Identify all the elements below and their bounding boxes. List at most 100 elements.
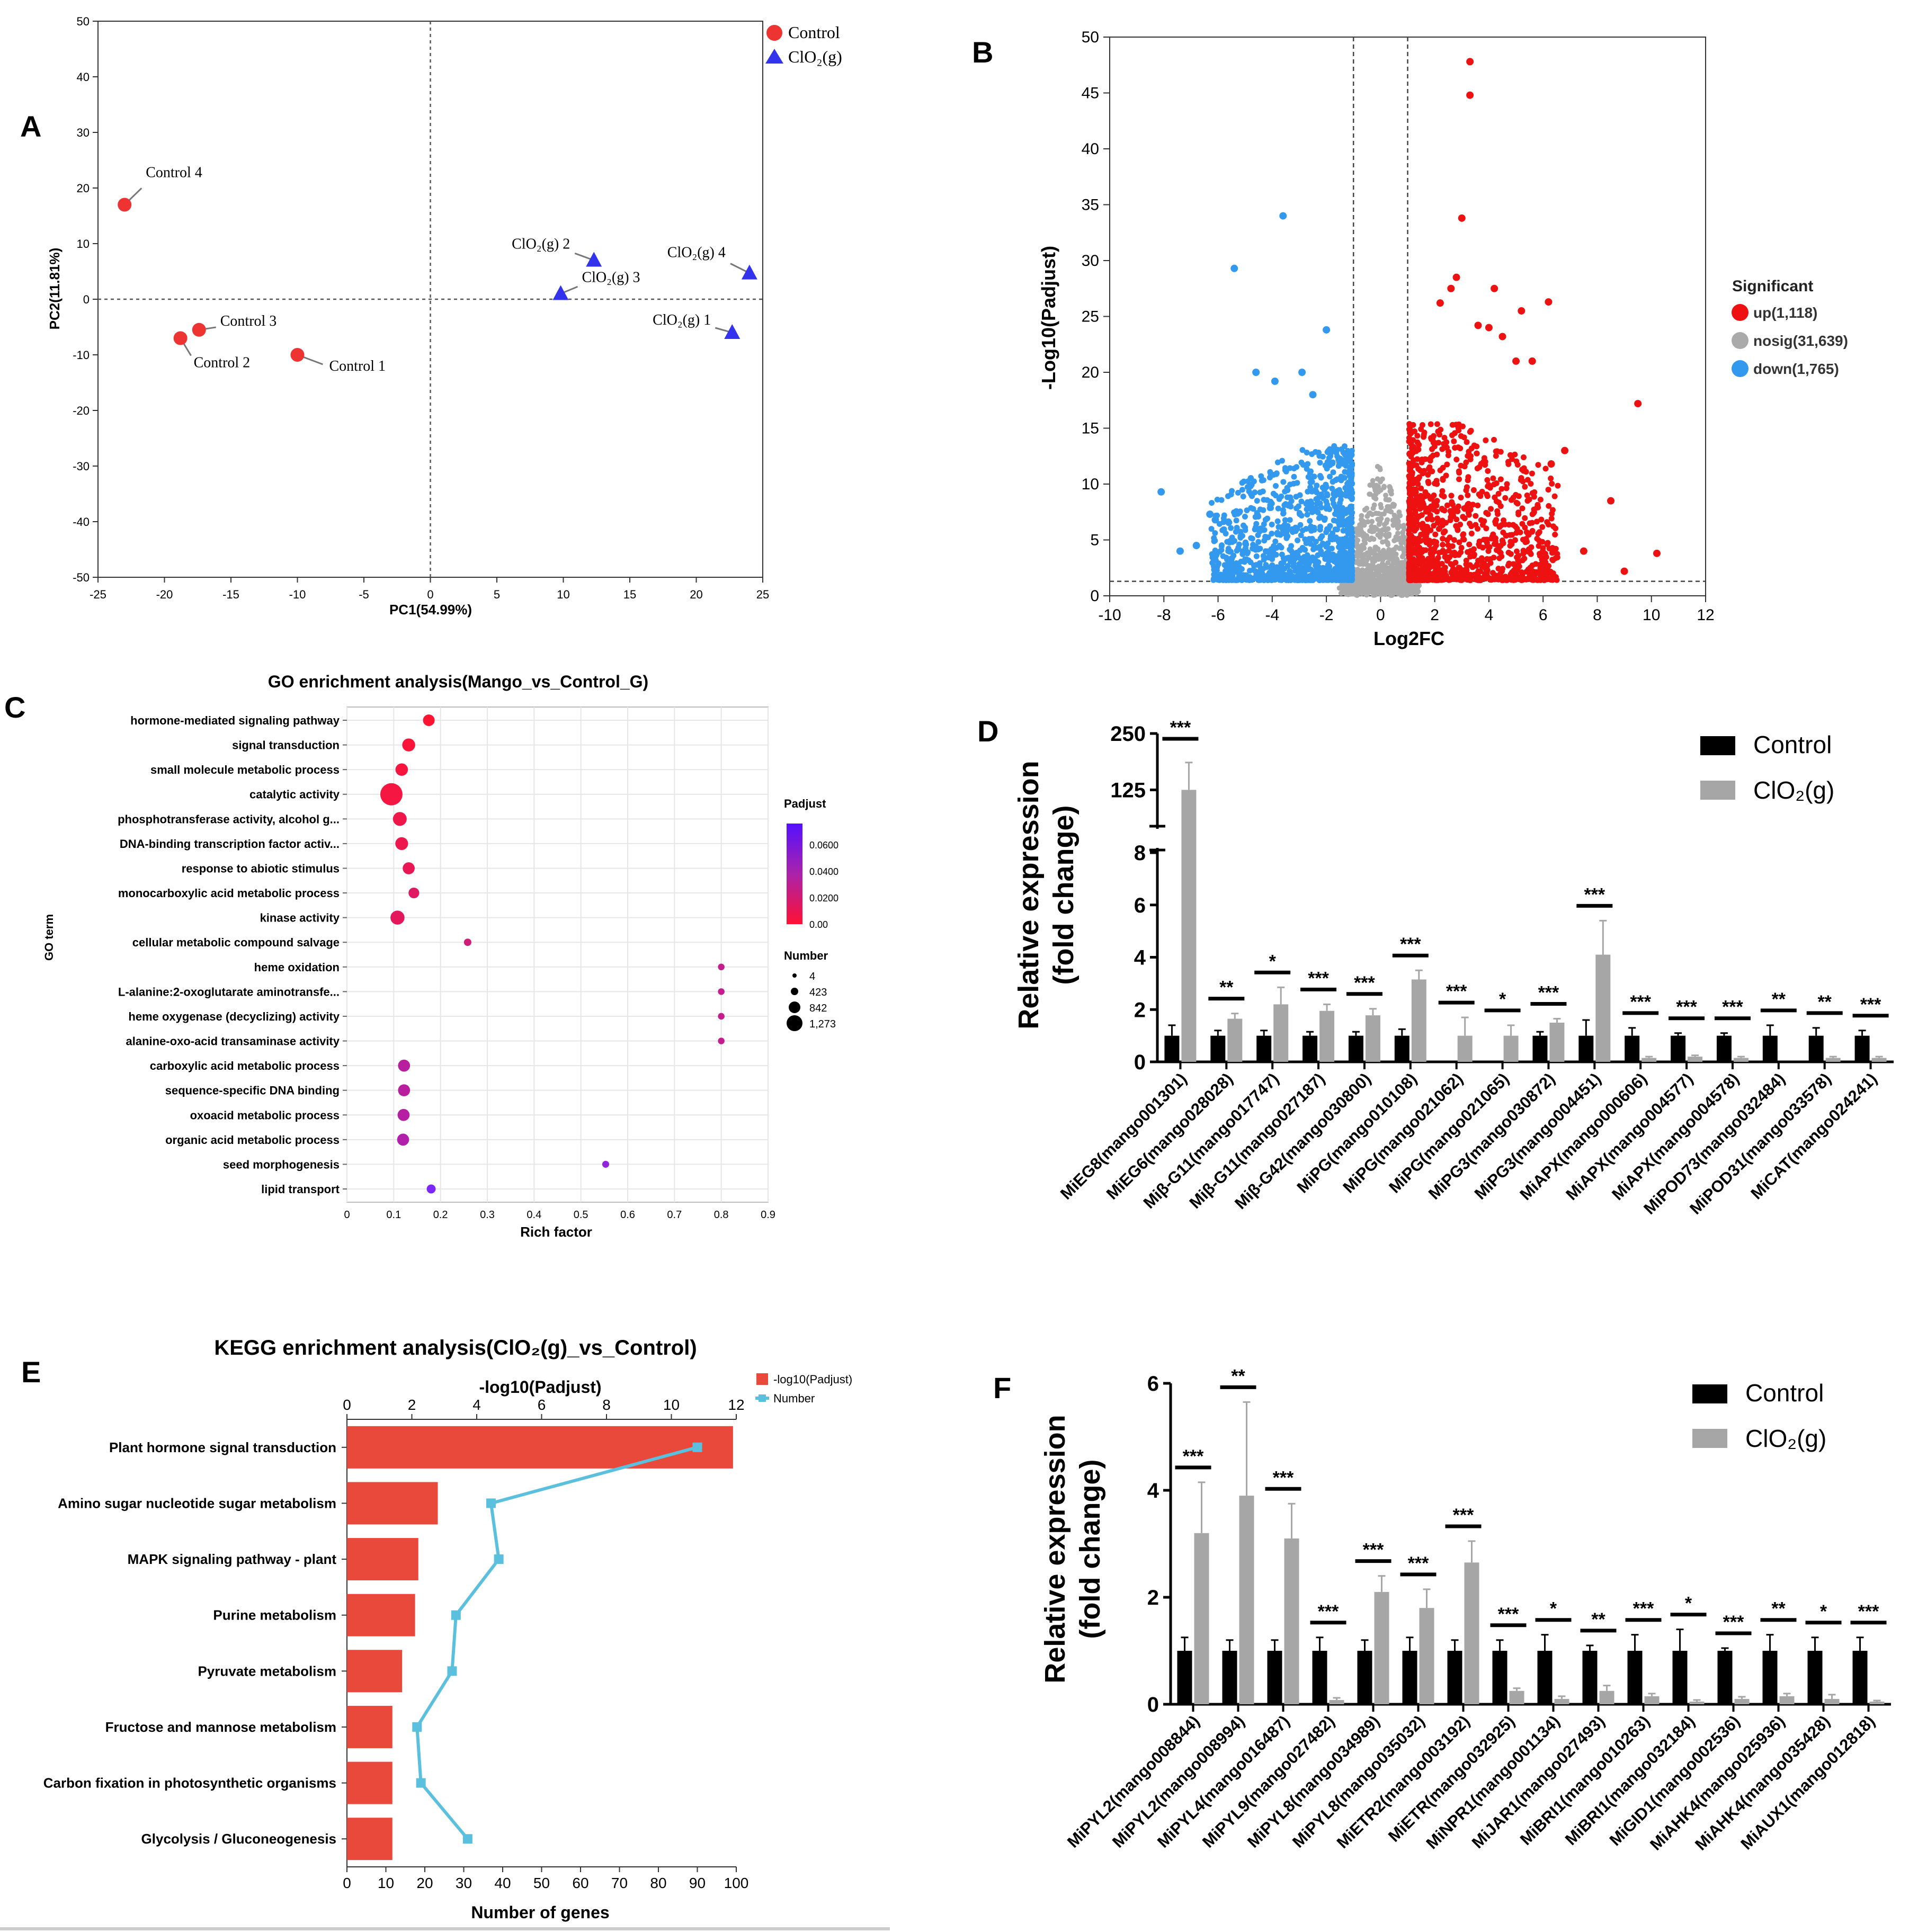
volcano-point-down	[1231, 509, 1237, 515]
volcano-point-up	[1434, 421, 1440, 427]
volcano-point-up	[1467, 521, 1473, 527]
volcano-point-up	[1544, 519, 1550, 525]
volcano-point-down	[1279, 458, 1285, 464]
volcano-point-up	[1452, 444, 1458, 451]
kegg-chart-title: KEGG enrichment analysis(ClO₂(g)_vs_Cont…	[214, 1336, 697, 1359]
go-x-tick-label: 0.1	[386, 1209, 401, 1221]
volcano-point-down	[1176, 547, 1184, 555]
volcano-point-down	[1229, 566, 1236, 573]
volcano-point-down	[1321, 541, 1327, 547]
volcano-point-down	[1322, 552, 1328, 558]
volcano-point-nosig	[1367, 584, 1372, 589]
legend-clo2-label: ClO₂(g)	[1745, 1425, 1826, 1452]
volcano-point-down	[1260, 553, 1266, 559]
go-number-legend-marker	[789, 1001, 800, 1013]
volcano-point-down	[1259, 477, 1265, 484]
volcano-point-nosig	[1408, 589, 1414, 595]
volcano-point-down	[1274, 574, 1280, 580]
volcano-point-down	[1349, 472, 1355, 478]
volcano-point-nosig	[1386, 531, 1392, 537]
kegg-enrichment-chart: KEGG enrichment analysis(ClO₂(g)_vs_Cont…	[43, 1336, 852, 1922]
volcano-point-down	[1252, 514, 1259, 520]
volcano-point-down	[1322, 462, 1328, 469]
volcano-point-up	[1519, 505, 1526, 512]
kegg-number-point	[447, 1666, 457, 1676]
volcano-point-up	[1419, 495, 1425, 502]
volcano-point-up	[1476, 464, 1483, 470]
volcano-point-down	[1298, 369, 1306, 376]
volcano-y-tick-label: 30	[1082, 252, 1099, 270]
volcano-point-up	[1521, 556, 1528, 562]
bar-control	[1578, 1035, 1594, 1062]
volcano-point-down	[1317, 526, 1323, 533]
volcano-point-down	[1252, 369, 1260, 376]
kegg-pathway-label: Fructose and mannose metabolism	[105, 1719, 336, 1735]
bar-control	[1402, 1651, 1417, 1704]
volcano-point-down	[1287, 547, 1293, 553]
volcano-point-up	[1526, 532, 1532, 538]
volcano-point-up	[1425, 478, 1431, 485]
volcano-point-nosig	[1390, 579, 1396, 585]
volcano-point-down	[1309, 391, 1317, 399]
volcano-point-up	[1493, 521, 1499, 527]
volcano-point-up	[1517, 529, 1523, 535]
volcano-point-down	[1253, 524, 1259, 531]
go-number-legend-marker	[792, 973, 797, 978]
volcano-point-nosig	[1390, 560, 1396, 566]
volcano-x-tick-label: -4	[1265, 606, 1279, 624]
volcano-point-up	[1512, 357, 1520, 365]
volcano-point-down	[1330, 530, 1336, 536]
volcano-point-down	[1225, 518, 1232, 524]
volcano-y-tick-label: 5	[1090, 532, 1099, 549]
volcano-point-up	[1475, 502, 1481, 508]
bar-control	[1716, 1035, 1732, 1062]
volcano-point-nosig	[1358, 577, 1364, 583]
volcano-point-down	[1278, 493, 1284, 499]
volcano-point-nosig	[1396, 509, 1402, 515]
go-term-label: monocarboxylic acid metabolic process	[118, 887, 340, 900]
volcano-point-up	[1466, 507, 1473, 513]
volcano-point-up	[1509, 532, 1515, 538]
volcano-point-nosig	[1373, 496, 1379, 502]
volcano-point-down	[1209, 499, 1215, 506]
kegg-number-point	[462, 1834, 472, 1844]
volcano-point-down	[1270, 549, 1277, 555]
volcano-point-up	[1485, 324, 1493, 332]
kegg-bottom-axis-title: Number of genes	[471, 1903, 609, 1922]
volcano-point-up	[1497, 476, 1504, 482]
volcano-point-up	[1539, 524, 1546, 530]
legend-clo2-label: ClO₂(g)	[788, 47, 842, 66]
kegg-pathway-label: Carbon fixation in photosynthetic organi…	[43, 1775, 336, 1791]
go-term-bubble	[390, 910, 405, 925]
volcano-point-down	[1326, 565, 1332, 571]
volcano-point-down	[1336, 561, 1343, 568]
volcano-point-down	[1307, 518, 1313, 524]
volcano-point-nosig	[1360, 580, 1366, 586]
volcano-point-nosig	[1391, 591, 1397, 596]
bar-clo2	[1595, 954, 1611, 1062]
volcano-point-nosig	[1396, 513, 1402, 519]
volcano-point-up	[1537, 571, 1543, 578]
volcano-point-down	[1314, 489, 1320, 496]
go-x-tick-label: 0.5	[574, 1209, 588, 1221]
volcano-point-up	[1412, 511, 1418, 517]
volcano-point-up	[1495, 490, 1502, 497]
volcano-point-down	[1348, 480, 1354, 487]
volcano-point-up	[1607, 497, 1615, 505]
volcano-point-up	[1425, 564, 1431, 570]
volcano-point-up	[1406, 551, 1412, 558]
volcano-point-up	[1420, 470, 1426, 477]
volcano-point-nosig	[1372, 554, 1378, 560]
volcano-point-down	[1311, 473, 1317, 480]
volcano-point-down	[1339, 475, 1345, 481]
bar-control	[1671, 1035, 1686, 1062]
go-term-bubble	[718, 1013, 725, 1020]
go-number-legend-marker	[791, 988, 798, 995]
volcano-point-down	[1331, 558, 1337, 565]
volcano-point-down	[1326, 455, 1332, 461]
bar-control	[1210, 1035, 1226, 1062]
volcano-point-up	[1531, 489, 1538, 495]
volcano-point-nosig	[1361, 522, 1367, 528]
significance-stars: **	[1771, 1599, 1786, 1619]
volcano-point-down	[1312, 449, 1318, 455]
